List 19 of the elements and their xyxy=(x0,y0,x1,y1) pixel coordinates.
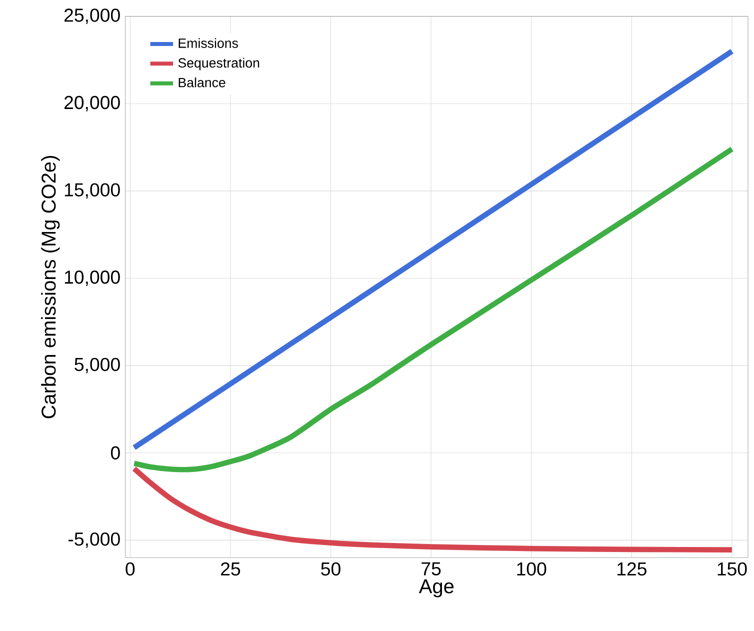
x-axis-title: Age xyxy=(418,579,454,598)
x-tick-label: 25 xyxy=(221,562,240,576)
x-tick-label: 125 xyxy=(618,562,646,576)
y-tick-label: 10,000 xyxy=(64,270,120,286)
y-tick-label: 25,000 xyxy=(64,8,120,24)
x-tick-label: 0 xyxy=(126,562,135,576)
y-tick-label: -5,000 xyxy=(68,532,120,548)
x-tick-label: 100 xyxy=(517,562,546,576)
legend-label: Emissions xyxy=(178,38,238,48)
legend-label: Sequestration xyxy=(178,58,260,70)
y-tick-label: 0 xyxy=(110,446,120,460)
x-tick-label: 150 xyxy=(718,562,747,576)
x-tick-label: 50 xyxy=(321,562,340,576)
y-axis-title: Carbon emissions (Mg CO2e) xyxy=(41,156,60,418)
y-tick-label: 20,000 xyxy=(64,96,120,112)
legend-label: Balance xyxy=(178,77,226,88)
y-tick-label: 5,000 xyxy=(74,358,120,374)
y-tick-label: 15,000 xyxy=(64,183,120,199)
x-tick-label: 75 xyxy=(422,562,441,576)
